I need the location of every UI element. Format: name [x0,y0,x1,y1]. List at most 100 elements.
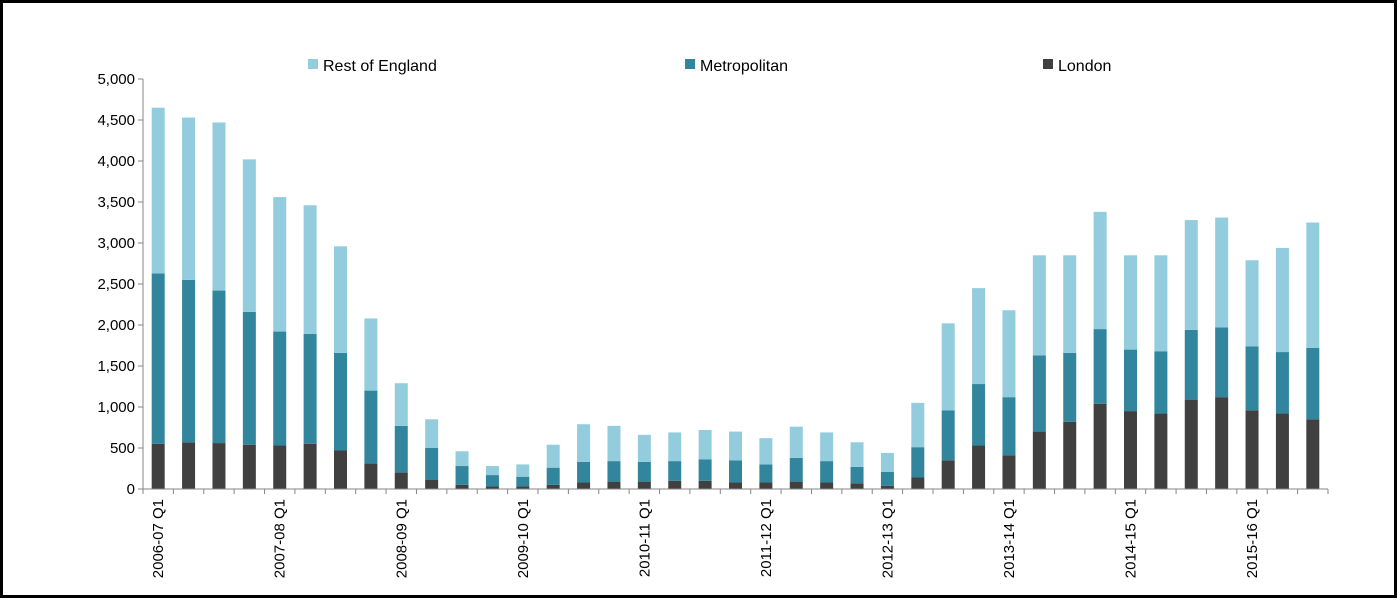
y-tick-label: 1,000 [97,399,135,416]
y-tick-label: 1,500 [97,358,135,375]
bar-segment-london [911,477,925,489]
bar-segment-rest-of-england [577,424,591,462]
y-tick-label: 5,000 [97,71,135,88]
bar-segment-metropolitan [364,390,378,464]
x-axis: 2006-07 Q1 2007-08 Q1 2008-09 Q1 2009-10 Q1… [142,488,1329,578]
bar-segment-rest-of-england [455,451,469,467]
bar-segment-london [577,482,591,489]
bar-segment-rest-of-england [698,429,712,460]
bar-segment-london [820,482,834,489]
bar-segment-metropolitan [1032,355,1046,432]
bar-segment-london [1032,431,1046,489]
bar-segment-london [1184,399,1198,489]
bar-segment-london [698,480,712,489]
legend-swatch [308,59,318,69]
bar-segment-metropolitan [1063,352,1077,422]
bar-segment-rest-of-england [759,438,773,465]
bar-segment-metropolitan [303,334,317,444]
x-tick-label: 2008-09 Q1 [393,499,410,578]
bar-segment-london [394,472,408,489]
bar-segment-rest-of-england [334,246,347,353]
bar-segment-rest-of-england [485,466,499,476]
bar-segment-london [425,479,439,489]
bar-segment-london [364,463,378,489]
y-tick-label: 4,000 [97,153,135,170]
bar-segment-rest-of-england [668,432,682,462]
y-tick-label: 500 [110,440,135,457]
bar-segment-metropolitan [1275,352,1289,414]
bar-segment-rest-of-england [546,444,560,468]
bar-segment-london [1275,413,1289,489]
x-tick-label: 2013-14 Q1 [1001,499,1018,578]
bar-segment-london [182,442,196,489]
y-tick-label: 2,000 [97,317,135,334]
bar-segment-rest-of-england [242,159,256,312]
bar-segment-rest-of-england [820,432,834,462]
bar-segment-rest-of-england [1063,255,1077,353]
bar-segment-rest-of-england [850,442,864,467]
bar-segment-london [1306,419,1320,489]
bar-segment-rest-of-england [789,426,803,458]
bar-segment-rest-of-england [1124,255,1137,350]
bar-segment-london [303,443,317,489]
bar-segment-metropolitan [1215,327,1229,398]
y-tick-label: 3,500 [97,194,135,211]
bar-segment-rest-of-england [303,205,317,335]
bar-segment-london [273,445,287,489]
bar-segment-rest-of-england [880,452,894,472]
x-tick-label: 2014-15 Q1 [1123,499,1140,578]
x-tick-label: 2011-12 Q1 [758,499,775,577]
bar-segment-metropolitan [1093,329,1107,404]
bar-segment-metropolitan [516,476,530,487]
bar-segment-metropolitan [1002,397,1016,456]
bar-segment-rest-of-england [972,288,986,385]
bar-segment-rest-of-england [1002,310,1016,398]
x-tick-label: 2007-08 Q1 [272,499,289,578]
bar-segment-london [516,486,530,489]
legend-swatch [1043,59,1053,69]
bar-segment-metropolitan [607,461,621,482]
bar-segment-london [1093,403,1107,489]
bar-segment-rest-of-england [1154,255,1168,352]
bar-segment-metropolitan [789,457,803,482]
bar-segment-metropolitan [911,447,925,478]
bar-segment-london [1154,413,1168,489]
bar-segment-metropolitan [577,461,591,483]
bar-segment-rest-of-england [273,197,287,332]
bar-segment-rest-of-england [1032,255,1046,356]
bar-segment-metropolitan [1306,347,1320,420]
bar-segment-london [334,450,347,489]
bar-segment-london [1124,411,1137,489]
bar-segment-metropolitan [212,290,226,444]
bar-segment-rest-of-england [182,117,196,280]
bar-segment-metropolitan [759,464,773,483]
bar-segment-rest-of-england [516,464,530,477]
bar-segment-london [546,484,560,489]
bar-segment-rest-of-england [607,425,621,462]
legend: Rest of England Metropolitan London [308,58,1111,75]
bar-segment-rest-of-england [151,107,165,274]
bar-segment-metropolitan [485,475,499,487]
bar-segment-rest-of-england [1306,222,1320,348]
bar-segment-london [759,482,773,489]
bar-segment-london [789,481,803,489]
bar-segment-london [242,444,256,489]
bar-segment-london [1063,421,1077,489]
y-axis: 0 500 1,000 1,500 2,000 2,500 3,000 3,500 4,000 4… [97,71,144,498]
bar-segment-london [455,484,469,489]
bar-segment-metropolitan [182,279,196,443]
x-tick-label: 2010-11 Q1 [636,499,653,577]
bar-segment-london [1002,455,1016,489]
bar-segment-metropolitan [1245,346,1259,411]
bar-segment-metropolitan [1124,349,1137,412]
bar-segment-rest-of-england [941,323,955,411]
bar-segment-rest-of-england [1245,260,1259,347]
bar-segment-london [941,460,955,489]
y-tick-label: 2,500 [97,276,135,293]
bar-segment-metropolitan [637,461,651,482]
bar-segment-rest-of-england [637,434,651,462]
bar-segment-metropolitan [546,467,560,485]
bar-segment-metropolitan [941,410,955,461]
bar-segment-rest-of-england [364,318,378,391]
